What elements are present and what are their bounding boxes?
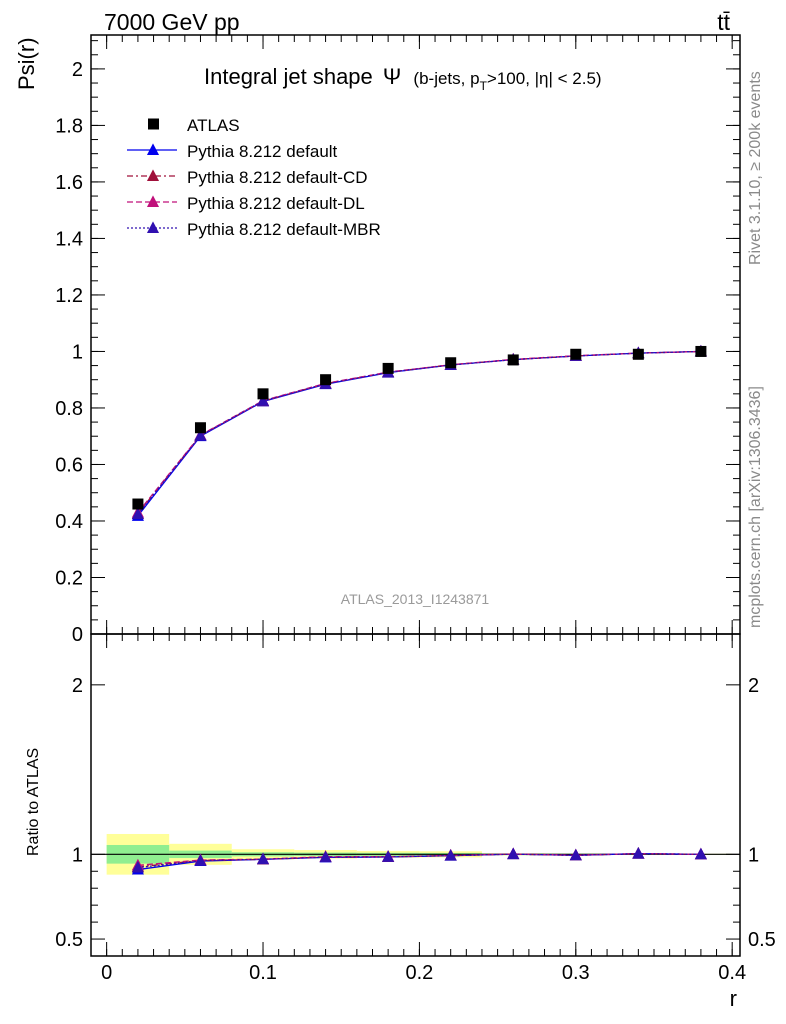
legend-label-2: Pythia 8.212 default-DL bbox=[187, 194, 365, 213]
ratio-3-point bbox=[194, 854, 207, 866]
ratio-3-point bbox=[632, 847, 645, 859]
y-tick-label: 0.2 bbox=[55, 567, 83, 589]
series-3-point bbox=[256, 394, 270, 406]
atlas-data-point bbox=[445, 357, 457, 369]
y-tick-label: 1.4 bbox=[55, 228, 83, 250]
rivet-label: Rivet 3.1.10, ≥ 200k events bbox=[747, 71, 764, 265]
ratio-line-3 bbox=[137, 852, 701, 869]
ratio-3-point bbox=[382, 850, 395, 862]
legend-marker-2 bbox=[146, 195, 160, 207]
y-tick-label: 0.8 bbox=[55, 398, 83, 420]
ratio-3-point bbox=[569, 848, 582, 861]
x-tick-label: 0.4 bbox=[718, 962, 746, 984]
ratio-y-tick-label: 2 bbox=[72, 675, 83, 697]
ratio-y-tick-label-right: 1 bbox=[748, 844, 759, 866]
x-axis-label: r bbox=[730, 986, 737, 1011]
y-tick-label: 2 bbox=[72, 59, 83, 81]
legend-label-1: Pythia 8.212 default-CD bbox=[187, 168, 368, 187]
atlas-data-point bbox=[507, 354, 519, 366]
ratio-y-tick-label-right: 0.5 bbox=[748, 929, 776, 951]
atlas-data-layer bbox=[132, 345, 707, 510]
atlas-data-point bbox=[320, 374, 332, 386]
y-tick-label: 0.4 bbox=[55, 511, 83, 533]
ratio-3-point bbox=[131, 860, 144, 873]
series-line-2 bbox=[137, 350, 701, 513]
series-3-point bbox=[131, 507, 144, 520]
series-line-1 bbox=[137, 350, 701, 515]
y-tick-label: 1.2 bbox=[55, 285, 83, 307]
x-tick-label: 0.3 bbox=[562, 962, 590, 984]
chart-title-cuts-sub: T bbox=[480, 79, 488, 93]
legend-marker-3 bbox=[146, 221, 160, 233]
atlas-data-point bbox=[132, 498, 144, 510]
ratio-y-tick-label-right: 2 bbox=[748, 675, 759, 697]
y-tick-label: 1.8 bbox=[55, 115, 83, 137]
ratio-series-layer bbox=[131, 847, 707, 875]
main-axes: 0 0.2 0.4 0.6 0.8 1 1.2 1.4 1.6 1.8 2 bbox=[55, 35, 740, 646]
series-3-point bbox=[194, 429, 207, 441]
legend-marker-atlas bbox=[148, 118, 159, 130]
series-line-3 bbox=[137, 350, 701, 515]
legend-marker-1 bbox=[146, 169, 160, 181]
x-tick-label: 0.2 bbox=[406, 962, 434, 984]
chart-title-psi: Ψ bbox=[383, 64, 401, 89]
ratio-axes: 0.5 0.5 1 1 2 2 0 0.1 0.2 0.3 0.4 bbox=[55, 634, 776, 984]
atlas-data-point bbox=[194, 422, 206, 434]
ratio-3-point bbox=[507, 847, 520, 860]
y-tick-label: 0.6 bbox=[55, 454, 83, 476]
ratio-3-point bbox=[694, 847, 707, 860]
main-series-layer bbox=[131, 344, 707, 521]
legend-label-atlas: ATLAS bbox=[187, 116, 240, 135]
analysis-watermark: ATLAS_2013_I1243871 bbox=[341, 591, 490, 607]
atlas-data-point bbox=[382, 362, 394, 374]
atlas-data-point bbox=[632, 348, 644, 360]
x-tick-label: 0.1 bbox=[249, 962, 277, 984]
legend: ATLAS Pythia 8.212 default Pythia 8.212 de… bbox=[127, 116, 381, 239]
ratio-3-point bbox=[319, 850, 332, 863]
mcplots-label: mcplots.cern.ch [arXiv:1306.3436] bbox=[747, 386, 764, 628]
chart-title-main: Integral jet shape bbox=[204, 64, 373, 89]
y-tick-label: 1.6 bbox=[55, 172, 83, 194]
ratio-3-point bbox=[444, 849, 457, 861]
chart-title-cuts-rest: >100, |η| < 2.5) bbox=[487, 69, 602, 88]
ratio-y-tick-label: 1 bbox=[72, 844, 83, 866]
atlas-data-point bbox=[695, 345, 707, 357]
legend-label-3: Pythia 8.212 default-MBR bbox=[187, 220, 381, 239]
header-energy-label: 7000 GeV pp bbox=[104, 9, 240, 35]
atlas-data-point bbox=[570, 348, 582, 360]
chart-title-cuts: (b-jets, p bbox=[413, 69, 479, 88]
y-axis-label: Psi(r) bbox=[14, 37, 39, 90]
ratio-y-axis-label: Ratio to ATLAS bbox=[25, 748, 42, 856]
atlas-data-point bbox=[257, 388, 269, 400]
chart-title: Integral jet shape Ψ (b-jets, pT>100, |η… bbox=[204, 64, 602, 93]
ratio-3-point bbox=[256, 852, 270, 865]
legend-label-0: Pythia 8.212 default bbox=[187, 142, 338, 161]
ratio-plot-frame bbox=[90, 633, 741, 957]
x-tick-label: 0 bbox=[101, 962, 112, 984]
series-line-0 bbox=[137, 350, 701, 517]
legend-marker-0 bbox=[146, 143, 160, 155]
y-tick-label: 1 bbox=[72, 341, 83, 363]
header-process-label: tt̄ bbox=[717, 9, 730, 35]
ratio-y-tick-label: 0.5 bbox=[55, 929, 83, 951]
y-tick-label: 0 bbox=[72, 624, 83, 646]
